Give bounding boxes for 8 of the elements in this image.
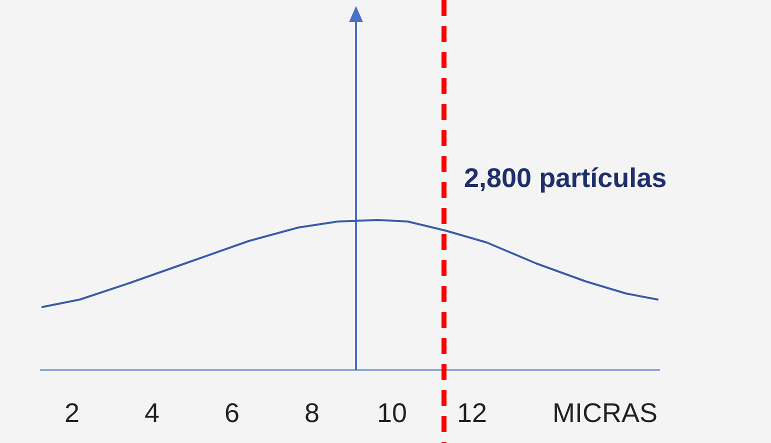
ref-line-label: 2,800 partículas <box>464 163 667 193</box>
x-axis-title: MICRAS <box>552 398 658 428</box>
x-tick-label: 4 <box>144 398 160 428</box>
x-tick-label: 6 <box>224 398 240 428</box>
x-tick-label: 2 <box>64 398 80 428</box>
x-tick-label: 8 <box>304 398 320 428</box>
x-tick-label: 10 <box>376 398 408 428</box>
x-tick-label: 12 <box>456 398 488 428</box>
